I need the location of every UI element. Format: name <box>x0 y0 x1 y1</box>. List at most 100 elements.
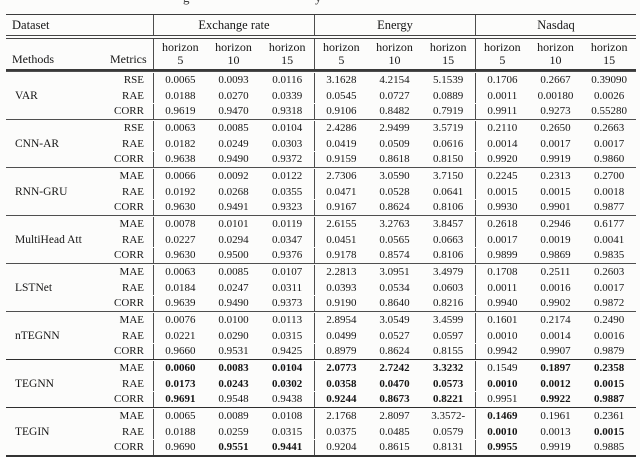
metric-value-cell: 0.0016 <box>540 281 571 294</box>
metric-value-cell: 0.2700 <box>594 170 625 182</box>
metric-value-cell: 0.9244 <box>314 391 368 407</box>
metric-value-cell: 2.4286 <box>314 120 368 136</box>
caption-fragment: g <box>183 0 190 6</box>
metric-value-cell: 0.0013 <box>540 425 571 438</box>
metric-value-cell: 0.0017 <box>594 281 625 294</box>
metric-value-cell: 0.9872 <box>594 297 625 309</box>
metric-value-cell: 0.39090 <box>591 74 628 86</box>
metric-row: RAE 0.0182 0.0249 0.0303 0.0419 0.0509 0.0616 0… <box>6 136 636 151</box>
horizon-number: 10 <box>388 53 401 67</box>
metric-value-cell: 0.0113 <box>272 314 303 326</box>
metric-value-cell: 0.0078 <box>153 216 207 232</box>
metric-value-cell: 0.9919 <box>540 441 571 453</box>
metric-value-cell: 0.2511 <box>540 266 571 278</box>
metric-value-cell: 0.0603 <box>433 281 464 294</box>
metric-value-cell: 0.9551 <box>218 441 249 453</box>
metric-value-cell: 0.0573 <box>433 377 464 390</box>
metric-value-cell: 0.9638 <box>153 151 207 167</box>
metric-name-label: RAE <box>122 233 144 246</box>
metric-value-cell: 3.3572- <box>431 410 466 422</box>
metric-value-cell: 0.8155 <box>433 345 464 357</box>
horizon-number: 5 <box>338 53 345 67</box>
method-name: RNN-GRU <box>15 185 68 198</box>
metric-value-cell: 3.0590 <box>379 170 410 182</box>
metric-value-cell: 0.0104 <box>272 362 303 374</box>
horizon-header-cell: horizon 15 <box>582 39 636 69</box>
metric-value-cell: 0.2490 <box>594 314 625 326</box>
metric-value-cell: 3.5719 <box>433 122 464 134</box>
metric-value-cell: 0.0015 <box>594 377 625 390</box>
metric-value-cell: 0.9204 <box>314 439 368 455</box>
metric-value-cell: 4.2154 <box>379 74 410 86</box>
metric-row: CORR 0.9690 0.9551 0.9441 0.9204 0.8615 0.8131… <box>6 439 636 455</box>
metric-value-cell: 0.8618 <box>379 153 410 165</box>
metric-name-label: CORR <box>114 441 144 453</box>
metric-value-cell: 0.9490 <box>218 153 249 165</box>
metric-value-cell: 0.9630 <box>153 247 207 263</box>
metric-value-cell: 0.0014 <box>475 136 529 151</box>
metric-name-label: RAE <box>122 137 144 150</box>
horizon-number: 5 <box>499 53 506 67</box>
horizon-word: horizon <box>376 40 413 54</box>
metric-value-cell: 0.2110 <box>475 120 529 136</box>
dataset-group-nasdaq: Nasdaq <box>475 15 636 35</box>
metric-value-cell: 0.8615 <box>379 441 410 453</box>
metric-value-cell: 3.4979 <box>433 266 464 278</box>
horizon-word: horizon <box>590 40 628 54</box>
metric-value-cell: 0.9167 <box>314 199 368 215</box>
metric-value-cell: 0.2358 <box>594 362 625 374</box>
metric-value-cell: 0.9835 <box>594 249 625 261</box>
metric-value-cell: 0.0173 <box>153 376 207 391</box>
metric-row: CORR 0.9660 0.9531 0.9425 0.8979 0.8624 0.8155… <box>6 343 636 359</box>
metric-value-cell: 0.0315 <box>272 425 303 438</box>
metric-value-cell: 0.55280 <box>591 105 628 117</box>
metric-value-cell: 0.9922 <box>540 393 571 405</box>
metric-value-cell: 0.0375 <box>314 424 368 439</box>
metric-value-cell: 0.0010 <box>475 424 529 439</box>
metric-row: MAE 0.0066 0.0092 0.0122 2.7306 3.0590 3.7150 0… <box>6 168 636 184</box>
metric-value-cell: 0.0063 <box>153 264 207 280</box>
method-name: nTEGNN <box>15 329 60 342</box>
metric-value-cell: 0.8624 <box>379 201 410 213</box>
metric-value-cell: 0.1706 <box>475 72 529 88</box>
horizon-number: 15 <box>603 53 616 67</box>
metric-value-cell: 3.7150 <box>433 170 464 182</box>
method-band: MultiHead Att MAE 0.0078 0.0101 0.0119 2.6155… <box>6 215 636 263</box>
metric-value-cell: 0.9919 <box>540 153 571 165</box>
method-band: LSTNet MAE 0.0063 0.0085 0.0107 2.2813 3.0951 3… <box>6 263 636 311</box>
metric-name-label: CORR <box>114 105 144 117</box>
metric-value-cell: 0.0122 <box>272 170 303 182</box>
metric-name-label: MAE <box>119 362 144 374</box>
metric-value-cell: 0.0249 <box>218 137 249 150</box>
metric-value-cell: 2.1768 <box>314 408 368 424</box>
metric-value-cell: 0.8640 <box>379 297 410 309</box>
metric-value-cell: 0.0065 <box>153 408 207 424</box>
metric-value-cell: 0.0616 <box>433 137 464 150</box>
dataset-header-row: Dataset Exchange rate Energy Nasdaq <box>6 15 636 35</box>
methods-header-label: Methods <box>12 52 54 66</box>
metric-value-cell: 0.0092 <box>218 170 249 182</box>
metric-value-cell: 0.0347 <box>272 233 303 246</box>
metric-value-cell: 0.9907 <box>540 345 571 357</box>
metric-value-cell: 0.9470 <box>218 105 249 117</box>
metric-value-cell: 0.0063 <box>153 120 207 136</box>
method-band: TEGNN MAE 0.0060 0.0083 0.0104 2.0773 2.7242 3.… <box>6 359 636 407</box>
horizon-header-cell: horizon 5 <box>475 39 529 69</box>
metric-row: MAE 0.0078 0.0101 0.0119 2.6155 3.2763 3.8457 0… <box>6 216 636 232</box>
method-name: TEGIN <box>15 425 50 438</box>
metric-value-cell: 0.0065 <box>153 72 207 88</box>
metric-value-cell: 0.9691 <box>153 391 207 407</box>
method-name: VAR <box>15 89 38 102</box>
metric-value-cell: 0.9951 <box>475 391 529 407</box>
horizon-header-cell: horizon 5 <box>153 39 207 69</box>
metric-value-cell: 0.9490 <box>218 297 249 309</box>
metric-value-cell: 0.0270 <box>218 89 249 102</box>
metric-value-cell: 0.0089 <box>218 410 249 422</box>
metric-value-cell: 0.9885 <box>594 441 625 453</box>
metric-value-cell: 0.0041 <box>594 233 625 246</box>
metric-value-cell: 0.0192 <box>153 184 207 199</box>
metric-value-cell: 0.0243 <box>218 377 249 390</box>
metric-value-cell: 0.0015 <box>475 184 529 199</box>
metric-value-cell: 0.0182 <box>153 136 207 151</box>
metric-value-cell: 0.0085 <box>218 122 249 134</box>
